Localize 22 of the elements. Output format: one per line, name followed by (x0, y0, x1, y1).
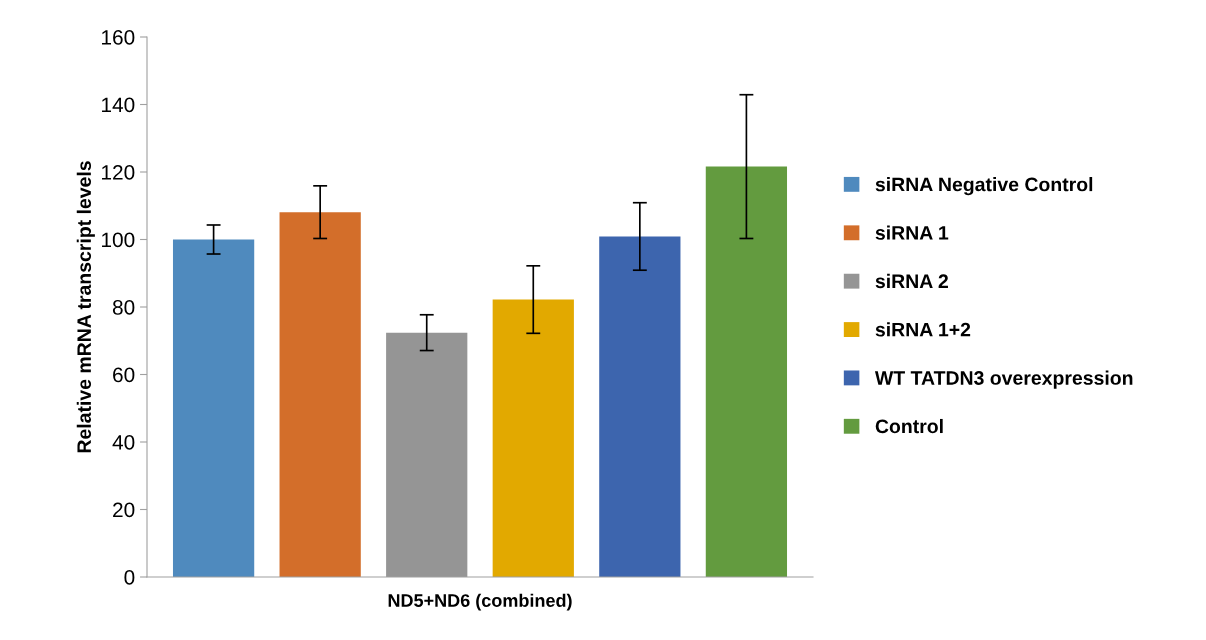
bar (705, 166, 788, 577)
y-tick-label: 120 (102, 165, 135, 180)
legend-label: siRNA 1+2 (875, 322, 971, 337)
bar (599, 236, 681, 577)
y-tick-label: 60 (113, 367, 135, 383)
x-tick-label: ND5+ND6 (combined) (388, 593, 572, 611)
legend-label: siRNA 2 (875, 273, 948, 289)
bar (279, 212, 361, 577)
legend-label: siRNA 1 (875, 225, 949, 240)
legend-label: siRNA Negative Control (875, 177, 1093, 196)
y-tick-label: 160 (102, 30, 135, 45)
y-tick-label: 100 (102, 232, 135, 248)
y-tick-label: 140 (102, 97, 135, 113)
bar (492, 299, 574, 577)
y-tick-label: 40 (112, 435, 135, 450)
y-tick-label: 80 (112, 300, 135, 315)
y-tick-label: 20 (113, 502, 135, 518)
bar (172, 239, 255, 577)
legend-label: Control (875, 418, 943, 434)
y-axis-title: Relative mRNA transcript levels (76, 161, 95, 453)
legend-label: WT TATDN3 overexpression (874, 370, 1133, 389)
y-tick-label: 0 (124, 570, 135, 585)
